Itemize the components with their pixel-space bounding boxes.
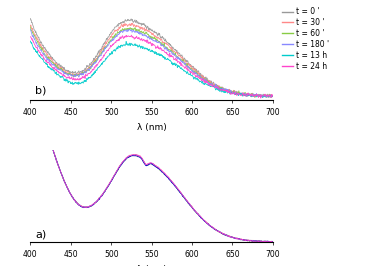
- Text: a): a): [35, 229, 46, 239]
- X-axis label: λ (nm): λ (nm): [137, 123, 166, 132]
- Text: b): b): [35, 85, 47, 95]
- Legend: t = 0 ', t = 30 ', t = 60 ', t = 180 ', t = 13 h, t = 24 h: t = 0 ', t = 30 ', t = 60 ', t = 180 ', …: [282, 7, 329, 71]
- X-axis label: λ (nm): λ (nm): [137, 265, 166, 266]
